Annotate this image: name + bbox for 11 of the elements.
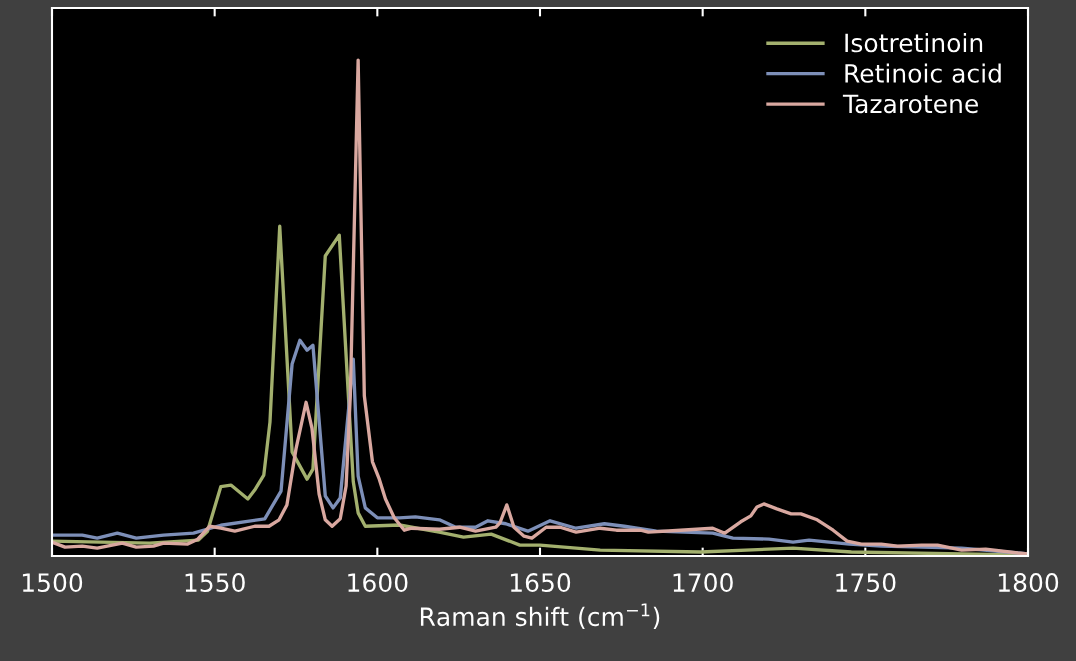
x-tick-label: 1650 (510, 573, 571, 593)
legend-label: Tazarotene (842, 94, 978, 114)
x-tick-label: 1600 (348, 573, 408, 593)
x-tick-label: 1500 (22, 573, 83, 593)
x-tick-label: 1750 (836, 573, 896, 593)
x-tick-label: 1700 (673, 573, 733, 593)
x-axis-title: Raman shift (cm$^{−1}$) (420, 603, 660, 630)
x-tick-label: 1550 (185, 573, 245, 593)
legend-label: Retinoic acid (845, 63, 1001, 83)
legend-label: Isotretinoin (845, 33, 983, 53)
x-tick-label: 1800 (998, 573, 1059, 593)
